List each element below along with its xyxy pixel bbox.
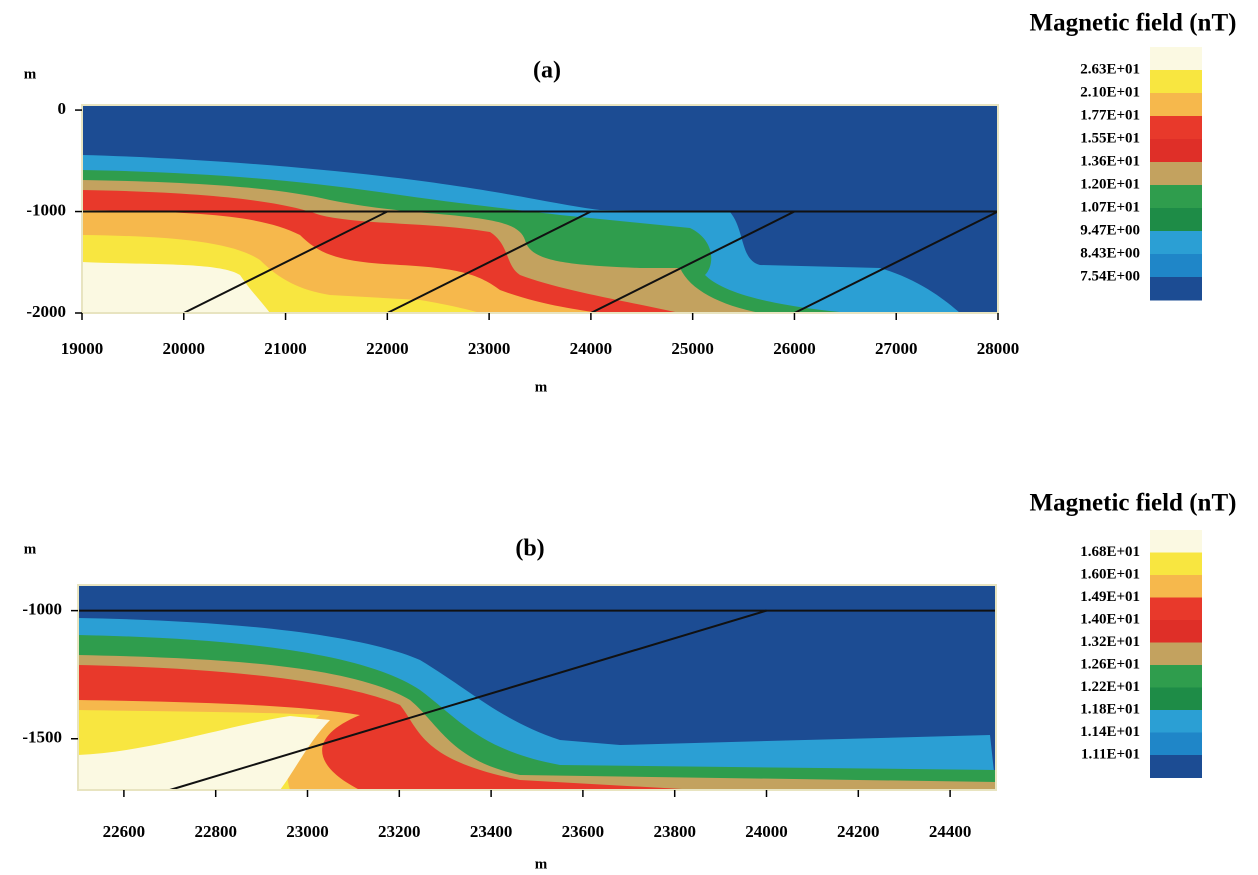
x-tick-label: 28000 <box>977 339 1020 358</box>
profile-line <box>590 210 795 314</box>
x-tick-label: 27000 <box>875 339 918 358</box>
legend-swatch <box>1150 70 1202 94</box>
legend-swatch <box>1150 116 1202 140</box>
x-tick-label: 22600 <box>103 822 146 841</box>
x-tick-label: 25000 <box>671 339 714 358</box>
legend-label: 1.32E+01 <box>1080 634 1140 650</box>
x-tick-label: 23600 <box>562 822 605 841</box>
legend-swatch <box>1150 575 1202 598</box>
chart-title: (b) <box>515 536 544 562</box>
x-axis-label: m <box>535 379 548 395</box>
legend-title: Magnetic field (nT) <box>1030 10 1237 37</box>
contour-field <box>82 105 998 313</box>
legend-label: 9.47E+00 <box>1080 222 1140 238</box>
plot-frame <box>77 584 997 791</box>
x-tick-label: 26000 <box>773 339 816 358</box>
legend-label: 7.54E+00 <box>1080 268 1140 284</box>
legend-label: 2.63E+01 <box>1080 61 1140 77</box>
legend-label: 1.20E+01 <box>1080 176 1140 192</box>
x-tick-label: 24000 <box>745 822 788 841</box>
legend-label: 1.11E+01 <box>1081 746 1140 762</box>
legend-swatch <box>1150 732 1202 756</box>
legend-swatch <box>1150 665 1202 688</box>
legend-label: 2.10E+01 <box>1080 84 1140 100</box>
x-tick-label: 19000 <box>61 339 104 358</box>
legend-swatch <box>1150 755 1202 778</box>
legend-label: 1.14E+01 <box>1080 724 1140 740</box>
legend-label: 1.22E+01 <box>1080 679 1140 695</box>
y-tick-label: -1000 <box>22 600 62 619</box>
legend-label: 1.07E+01 <box>1080 199 1140 215</box>
legend-swatch <box>1150 620 1202 643</box>
profile-line <box>386 210 592 314</box>
x-tick-label: 23400 <box>470 822 513 841</box>
y-axis-label: m <box>24 66 37 82</box>
plot-frame <box>81 104 999 314</box>
legend-swatch <box>1150 254 1202 278</box>
legend-label: 1.68E+01 <box>1080 544 1140 560</box>
legend-swatch <box>1150 642 1202 666</box>
band <box>82 262 270 313</box>
x-tick-label: 21000 <box>264 339 307 358</box>
legend-swatch <box>1150 597 1202 621</box>
legend-swatch <box>1150 552 1202 576</box>
profile-line <box>169 609 767 791</box>
legend-swatch <box>1150 139 1202 163</box>
legend-label: 8.43E+00 <box>1080 245 1140 261</box>
legend-swatch <box>1150 47 1202 71</box>
legend-label: 1.40E+01 <box>1080 611 1140 627</box>
chart-title: (a) <box>533 58 561 84</box>
legend-label: 1.77E+01 <box>1080 107 1140 123</box>
legend-swatch <box>1150 93 1202 117</box>
x-tick-label: 23800 <box>653 822 696 841</box>
x-tick-label: 24400 <box>929 822 972 841</box>
legend-label: 1.60E+01 <box>1080 566 1140 582</box>
legend-swatch <box>1150 277 1202 301</box>
y-tick-label: 0 <box>58 99 67 118</box>
band <box>78 716 330 790</box>
x-tick-label: 22800 <box>194 822 237 841</box>
legend-swatch <box>1150 162 1202 186</box>
y-tick-label: -2000 <box>26 302 66 321</box>
x-tick-label: 24200 <box>837 822 880 841</box>
legend-swatch <box>1150 710 1202 733</box>
legend-label: 1.55E+01 <box>1080 130 1140 146</box>
contour-field <box>78 585 996 790</box>
x-tick-label: 23200 <box>378 822 421 841</box>
x-tick-label: 24000 <box>570 339 613 358</box>
x-tick-label: 20000 <box>163 339 206 358</box>
legend-swatch <box>1150 208 1202 232</box>
legend-swatch <box>1150 185 1202 209</box>
x-tick-label: 22000 <box>366 339 409 358</box>
x-tick-label: 23000 <box>468 339 511 358</box>
x-tick-label: 23000 <box>286 822 329 841</box>
legend-swatch <box>1150 231 1202 255</box>
x-axis-label: m <box>535 856 548 872</box>
legend-title: Magnetic field (nT) <box>1030 490 1237 517</box>
y-axis-label: m <box>24 541 37 557</box>
legend-label: 1.18E+01 <box>1080 701 1140 717</box>
profile-line <box>793 210 999 314</box>
legend-swatch <box>1150 687 1202 711</box>
legend-label: 1.26E+01 <box>1080 656 1140 672</box>
y-tick-label: -1500 <box>22 728 62 747</box>
y-tick-label: -1000 <box>26 200 66 219</box>
profile-line <box>183 210 388 314</box>
legend-swatch <box>1150 530 1202 553</box>
legend-label: 1.36E+01 <box>1080 153 1140 169</box>
legend-label: 1.49E+01 <box>1080 589 1140 605</box>
